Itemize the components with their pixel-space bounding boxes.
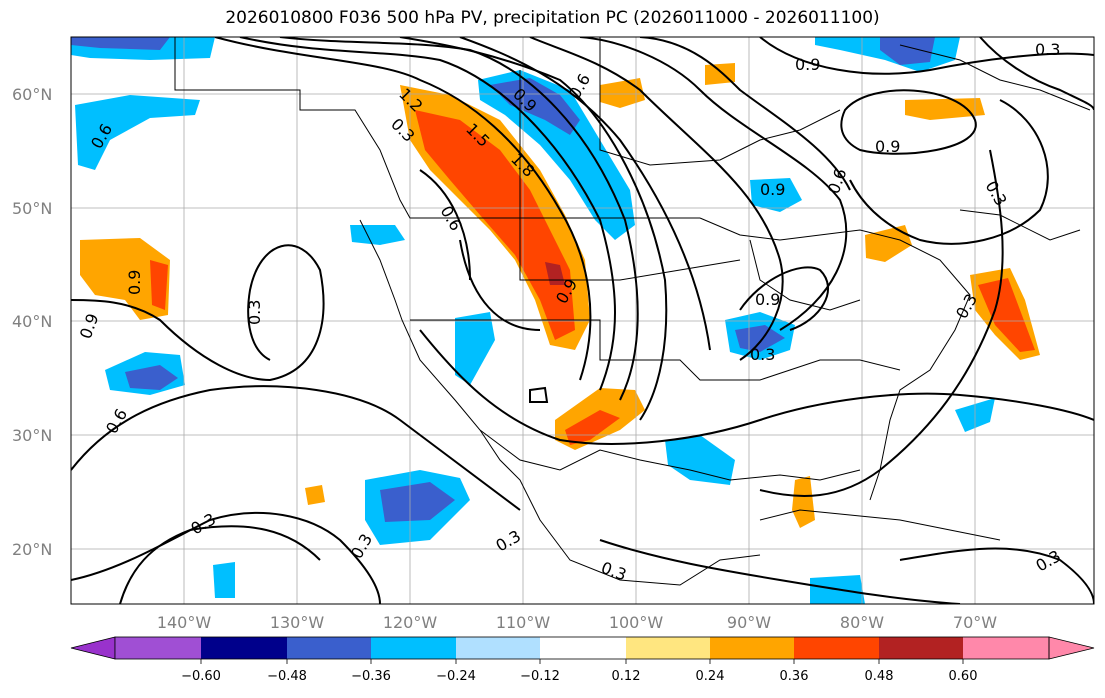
lon-label: 120°W [383, 613, 438, 632]
contour-label: 0.9 [795, 55, 820, 74]
colorbar: −0.60 −0.48 −0.36 −0.24 −0.12 0.12 0.24 … [70, 636, 1095, 684]
lon-label: 130°W [270, 613, 325, 632]
lat-label: 20°N [12, 540, 52, 559]
lat-axis: 60°N 50°N 40°N 30°N 20°N [12, 85, 52, 559]
lon-label: 110°W [496, 613, 551, 632]
contour-label: 0.3 [1035, 40, 1060, 59]
lat-label: 30°N [12, 426, 52, 445]
contour-label: 0.3 [750, 345, 775, 364]
colorbar-tick: −0.12 [520, 669, 560, 684]
lat-label: 60°N [12, 85, 52, 104]
colorbar-tick: 0.12 [612, 669, 641, 684]
pv-contours [71, 37, 1094, 604]
lon-label: 90°W [727, 613, 771, 632]
lat-label: 50°N [12, 199, 52, 218]
lat-label: 40°N [12, 312, 52, 331]
contour-label: 0.3 [245, 300, 264, 325]
lon-label: 140°W [157, 613, 212, 632]
colorbar-tick: −0.60 [181, 669, 221, 684]
lon-label: 100°W [609, 613, 664, 632]
graticule [71, 37, 1094, 604]
lon-label: 80°W [840, 613, 884, 632]
colorbar-tick: −0.24 [436, 669, 476, 684]
precip-shading [71, 37, 1040, 604]
contour-label: 0.9 [875, 137, 900, 156]
lon-axis: 140°W 130°W 120°W 110°W 100°W 90°W 80°W … [157, 613, 997, 632]
contour-label: 0.9 [125, 270, 144, 295]
colorbar-tick: 0.24 [696, 669, 725, 684]
colorbar-tick: 0.36 [780, 669, 809, 684]
lon-label: 70°W [953, 613, 997, 632]
contour-label: 0.9 [760, 180, 785, 199]
chart-title: 2026010800 F036 500 hPa PV, precipitatio… [225, 8, 880, 28]
coastlines [174, 37, 1091, 586]
contour-label: 0.9 [755, 290, 780, 309]
colorbar-tick: −0.36 [351, 669, 391, 684]
colorbar-tick: −0.48 [267, 669, 307, 684]
map-frame [70, 36, 1095, 605]
colorbar-tick: 0.60 [949, 669, 978, 684]
colorbar-tick: 0.48 [865, 669, 894, 684]
